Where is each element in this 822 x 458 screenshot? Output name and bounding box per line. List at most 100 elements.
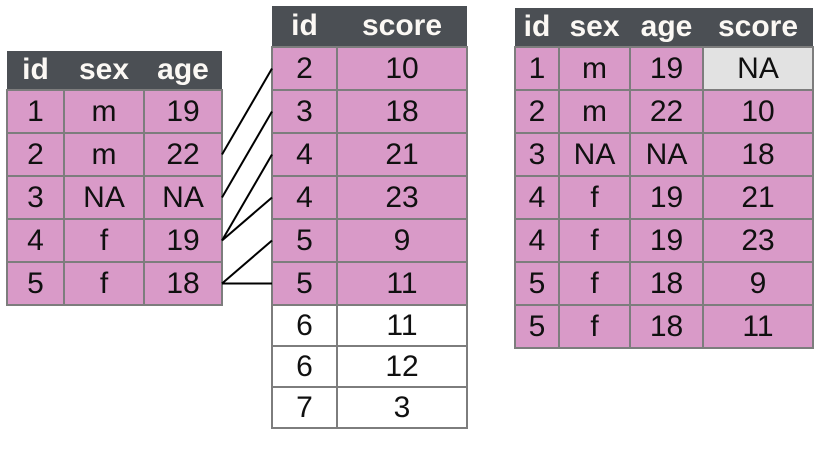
table-cell: NA (143, 175, 223, 220)
table-cell: 3 (336, 386, 468, 429)
table-cell: 4 (514, 175, 560, 220)
table-cell: f (63, 261, 145, 306)
table-row: 1 m 19 NA (514, 46, 814, 91)
table-cell: NA (629, 132, 704, 177)
table-cell: 2 (6, 132, 65, 177)
table-cell: m (63, 89, 145, 134)
table-cell: 7 (271, 386, 338, 429)
table-cell: f (558, 261, 631, 306)
column-header-id: id (272, 6, 337, 47)
table-cell: 3 (271, 89, 338, 134)
table-cell: 11 (336, 304, 468, 347)
table-cell: 11 (336, 261, 468, 306)
table-cell: 4 (6, 218, 65, 263)
table-cell: 6 (271, 345, 338, 388)
table-row: 2 10 (271, 46, 468, 91)
column-header-sex: sex (64, 51, 144, 90)
table-cell: m (63, 132, 145, 177)
table-row: 6 12 (271, 345, 468, 388)
join-line (221, 153, 273, 242)
header-row: id sex age score (515, 8, 813, 47)
table-cell: m (558, 89, 631, 134)
table-row: 5 f 18 (6, 261, 223, 306)
table-row: 5 f 18 11 (514, 304, 814, 349)
table-cell: 21 (702, 175, 814, 220)
table-cell: NA (63, 175, 145, 220)
table-cell: 1 (514, 46, 560, 91)
table-row: 4 f 19 21 (514, 175, 814, 220)
table-cell: m (558, 46, 631, 91)
table-cell: f (558, 304, 631, 349)
table-cell: 5 (514, 261, 560, 306)
join-line (221, 196, 273, 242)
table-row: 3 NA NA 18 (514, 132, 814, 177)
table-cell: f (63, 218, 145, 263)
table-cell: 18 (143, 261, 223, 306)
column-header-score: score (703, 8, 813, 47)
table-cell: 23 (336, 175, 468, 220)
join-line (221, 239, 273, 285)
table-cell: 3 (514, 132, 560, 177)
table-cell: 4 (271, 175, 338, 220)
merged-result-table: id sex age score 1 m 19 NA 2 m 22 10 3 NA NA 18 4 f 19 21 4 f… (514, 8, 814, 349)
table-cell: 18 (629, 261, 704, 306)
column-header-age: age (630, 8, 703, 47)
table-cell: 22 (143, 132, 223, 177)
table-row: 3 18 (271, 89, 468, 134)
table-cell: NA (702, 46, 814, 91)
table-cell: 5 (271, 218, 338, 263)
header-row: id score (272, 6, 467, 47)
table-row: 2 m 22 10 (514, 89, 814, 134)
table-cell: 22 (629, 89, 704, 134)
table-cell: 3 (6, 175, 65, 220)
table-cell: 4 (271, 132, 338, 177)
table-cell: 19 (143, 218, 223, 263)
table-cell: 2 (271, 46, 338, 91)
table-cell: 19 (629, 175, 704, 220)
left-table: id sex age 1 m 19 2 m 22 3 NA NA 4 f 19 5 f 18 (6, 51, 223, 306)
table-row: 4 f 19 23 (514, 218, 814, 263)
table-cell: 19 (629, 218, 704, 263)
column-header-id: id (7, 51, 64, 90)
table-cell: 5 (271, 261, 338, 306)
table-cell: 4 (514, 218, 560, 263)
column-header-sex: sex (559, 8, 630, 47)
table-cell: 18 (629, 304, 704, 349)
table-cell: 1 (6, 89, 65, 134)
header-row: id sex age (7, 51, 222, 90)
table-cell: 10 (702, 89, 814, 134)
table-cell: 5 (514, 304, 560, 349)
table-cell: 12 (336, 345, 468, 388)
table-row: 4 21 (271, 132, 468, 177)
table-cell: 9 (702, 261, 814, 306)
table-cell: 9 (336, 218, 468, 263)
table-row: 5 11 (271, 261, 468, 306)
table-cell: NA (558, 132, 631, 177)
table-row: 5 f 18 9 (514, 261, 814, 306)
join-line (221, 67, 273, 156)
table-cell: 11 (702, 304, 814, 349)
table-cell: 21 (336, 132, 468, 177)
table-cell: 19 (629, 46, 704, 91)
column-header-age: age (144, 51, 222, 90)
table-row: 2 m 22 (6, 132, 223, 177)
table-cell: 2 (514, 89, 560, 134)
table-cell: 18 (702, 132, 814, 177)
table-cell: 10 (336, 46, 468, 91)
table-row: 6 11 (271, 304, 468, 347)
table-cell: 5 (6, 261, 65, 306)
table-row: 4 23 (271, 175, 468, 220)
table-cell: f (558, 175, 631, 220)
column-header-id: id (515, 8, 559, 47)
table-cell: 6 (271, 304, 338, 347)
table-cell: 19 (143, 89, 223, 134)
table-row: 3 NA NA (6, 175, 223, 220)
table-cell: 18 (336, 89, 468, 134)
column-header-score: score (337, 6, 467, 47)
join-line (221, 110, 273, 199)
middle-score-table: id score 2 10 3 18 4 21 4 23 5 9 5 11 6 11 6 12 7 3 (271, 6, 468, 429)
table-row: 1 m 19 (6, 89, 223, 134)
